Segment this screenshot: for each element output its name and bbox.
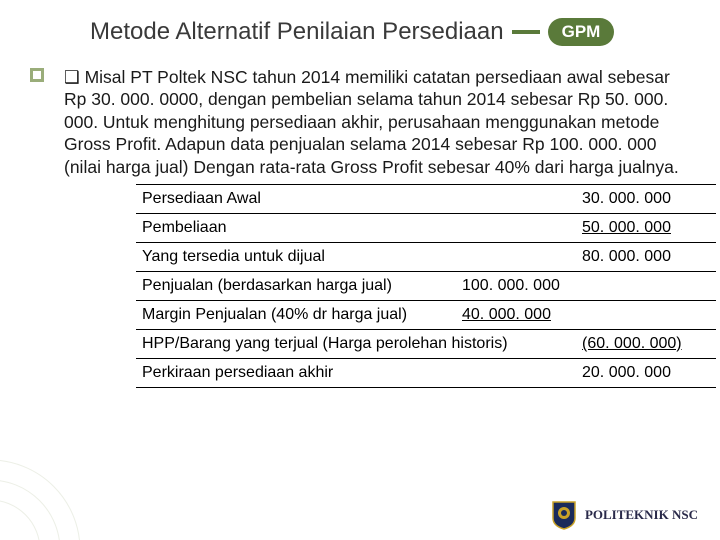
- bullet-square-icon: [30, 68, 44, 82]
- title-connector: [512, 30, 540, 34]
- footer: POLITEKNIK NSC: [551, 500, 698, 530]
- row-label: HPP/Barang yang terjual (Harga perolehan…: [136, 329, 576, 358]
- content-area: ❑ Misal PT Poltek NSC tahun 2014 memilik…: [64, 66, 690, 388]
- header: Metode Alternatif Penilaian Persediaan G…: [90, 18, 690, 46]
- table-row: Pembeliaan50. 000. 000: [136, 213, 716, 242]
- row-value: [576, 300, 716, 329]
- gpm-badge: GPM: [548, 18, 615, 46]
- table-row: Persediaan Awal30. 000. 000: [136, 184, 716, 213]
- row-label: Perkiraan persediaan akhir: [136, 358, 576, 387]
- row-label: Persediaan Awal: [136, 184, 576, 213]
- row-value: 80. 000. 000: [576, 242, 716, 271]
- table-row: Penjualan (berdasarkan harga jual)100. 0…: [136, 271, 716, 300]
- row-value: [576, 271, 716, 300]
- table-row: HPP/Barang yang terjual (Harga perolehan…: [136, 329, 716, 358]
- bullet-glyph: ❑: [64, 67, 80, 87]
- calculation-table: Persediaan Awal30. 000. 000Pembeliaan50.…: [136, 184, 716, 388]
- table-row: Perkiraan persediaan akhir 20. 000. 000: [136, 358, 716, 387]
- row-mid-value: 100. 000. 000: [456, 271, 576, 300]
- slide: Metode Alternatif Penilaian Persediaan G…: [0, 0, 720, 540]
- row-value: 50. 000. 000: [576, 213, 716, 242]
- slide-title: Metode Alternatif Penilaian Persediaan: [90, 18, 504, 46]
- logo-icon: [551, 500, 577, 530]
- table-row: Yang tersedia untuk dijual80. 000. 000: [136, 242, 716, 271]
- row-label: Margin Penjualan (40% dr harga jual): [136, 300, 456, 329]
- footer-text: POLITEKNIK NSC: [585, 507, 698, 523]
- row-value: (60. 000. 000): [576, 329, 716, 358]
- row-label: Yang tersedia untuk dijual: [136, 242, 576, 271]
- table-body: Persediaan Awal30. 000. 000Pembeliaan50.…: [136, 184, 716, 387]
- paragraph-text: Misal PT Poltek NSC tahun 2014 memiliki …: [64, 67, 679, 177]
- row-label: Penjualan (berdasarkan harga jual): [136, 271, 456, 300]
- main-paragraph: ❑ Misal PT Poltek NSC tahun 2014 memilik…: [64, 66, 690, 178]
- row-label: Pembeliaan: [136, 213, 576, 242]
- row-value: 20. 000. 000: [576, 358, 716, 387]
- decorative-circles-icon: [0, 420, 120, 540]
- calculation-table-wrap: Persediaan Awal30. 000. 000Pembeliaan50.…: [136, 184, 690, 388]
- row-mid-value: 40. 000. 000: [456, 300, 576, 329]
- table-row: Margin Penjualan (40% dr harga jual) 40.…: [136, 300, 716, 329]
- row-value: 30. 000. 000: [576, 184, 716, 213]
